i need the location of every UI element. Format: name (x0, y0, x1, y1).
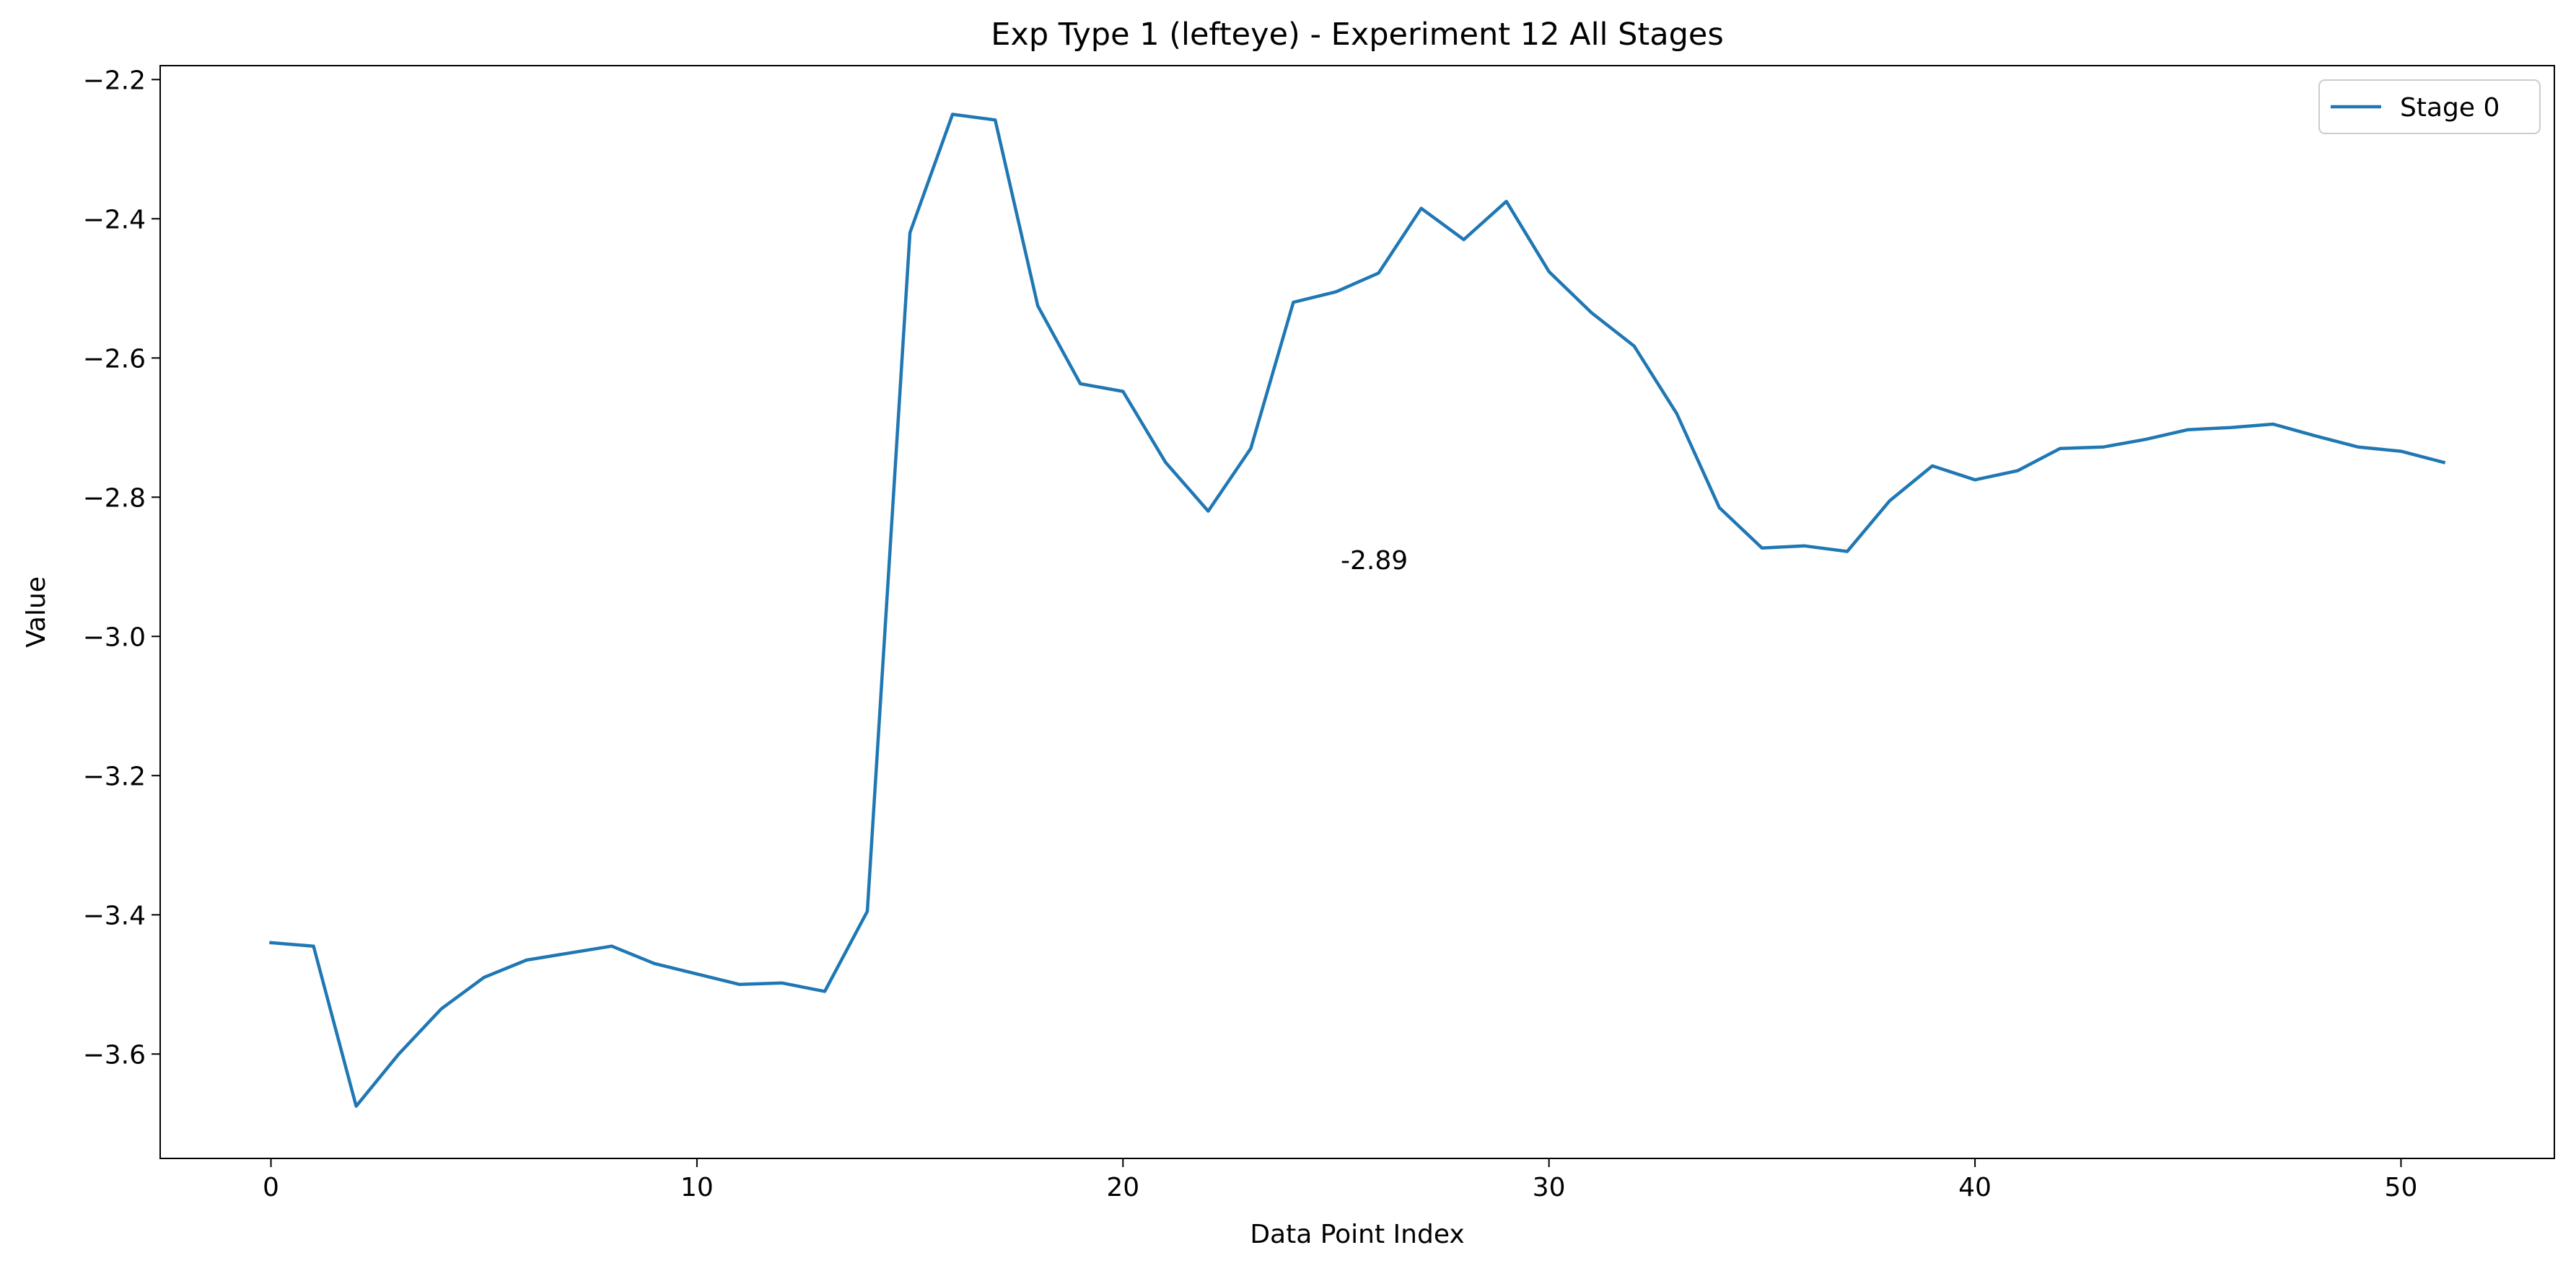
y-tick-label: −3.2 (83, 762, 146, 791)
y-tick-label: −2.6 (83, 344, 146, 374)
y-tick-label: −2.8 (83, 483, 146, 513)
y-tick-label: −3.4 (83, 901, 146, 930)
series-line-0 (269, 113, 2446, 1108)
y-tick-label: −3.0 (83, 622, 146, 652)
x-axis-label: Data Point Index (1250, 1220, 1464, 1249)
legend-label: Stage 0 (2400, 93, 2500, 123)
x-tick-label: 0 (263, 1173, 279, 1202)
chart-title: Exp Type 1 (lefteye) - Experiment 12 All… (991, 17, 1724, 53)
plot-frame (159, 65, 2555, 1159)
legend-box (2318, 79, 2541, 134)
y-tick-label: −3.6 (83, 1040, 146, 1070)
x-tick-label: 50 (2385, 1173, 2418, 1202)
x-tick-label: 20 (1106, 1173, 1139, 1202)
annotation-label: -2.89 (1341, 546, 1408, 576)
x-tick-label: 40 (1958, 1173, 1992, 1202)
y-tick-label: −2.4 (83, 205, 146, 234)
x-tick-label: 30 (1533, 1173, 1566, 1202)
x-tick-label: 10 (680, 1173, 714, 1202)
y-axis-label: Value (22, 576, 51, 648)
y-tick-label: −2.2 (83, 66, 146, 95)
